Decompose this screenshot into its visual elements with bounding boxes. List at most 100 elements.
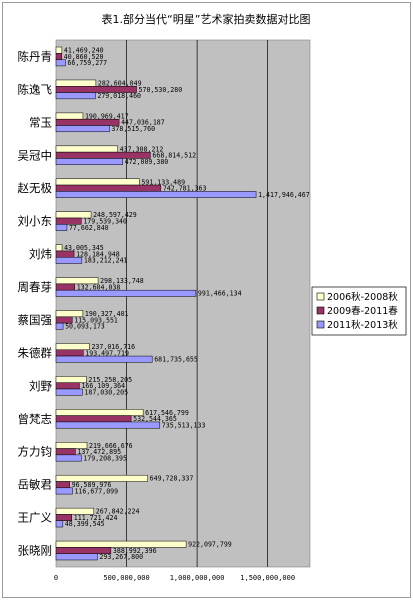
- bar: [55, 355, 153, 363]
- bar: [55, 125, 110, 133]
- data-label: 96,589,976: [72, 481, 112, 489]
- legend-box: [311, 286, 407, 336]
- bar: [55, 277, 99, 285]
- category-label: 刘野: [29, 379, 52, 393]
- x-tick-label: 1,500,000,000: [240, 574, 295, 582]
- bar: [55, 79, 97, 87]
- data-label: 187,030,205: [84, 388, 128, 396]
- category-label: 岳敏君: [18, 478, 53, 492]
- data-label: 248,597,429: [93, 211, 137, 219]
- data-label: 735,513,133: [162, 421, 206, 429]
- data-label: 41,469,240: [64, 47, 104, 55]
- bar: [55, 158, 123, 165]
- bar: [55, 145, 118, 153]
- bar: [55, 540, 187, 548]
- category-label: 刘炜: [29, 247, 52, 261]
- data-label: 472,009,380: [125, 158, 169, 166]
- data-label: 922,097,799: [188, 541, 232, 549]
- data-label: 570,530,280: [139, 86, 183, 94]
- data-label: 447,036,187: [121, 119, 165, 127]
- bar: [55, 388, 83, 396]
- data-label: 437,308,212: [120, 145, 164, 153]
- data-label: 267,842,224: [96, 508, 140, 516]
- bar: [55, 244, 63, 252]
- data-label: 649,728,337: [150, 475, 194, 483]
- data-label: 190,327,401: [85, 310, 129, 318]
- data-label: 532,544,365: [133, 415, 177, 423]
- bar: [55, 507, 95, 515]
- data-label: 215,258,205: [88, 376, 132, 384]
- category-label: 蔡国强: [18, 313, 53, 327]
- data-label: 179,208,395: [83, 454, 127, 462]
- data-label: 1,417,946,467: [258, 191, 310, 199]
- data-label: 137,472,895: [77, 448, 121, 456]
- legend-label: 2011秋-2013秋: [327, 319, 398, 331]
- data-label: 617,546,799: [145, 409, 189, 417]
- bar: [55, 481, 70, 489]
- x-tick-label: 500,000,000: [103, 574, 149, 582]
- bar: [55, 112, 84, 120]
- data-label: 591,133,489: [141, 178, 185, 186]
- data-label: 43,005,345: [64, 244, 104, 252]
- data-label: 48,399,545: [65, 520, 105, 528]
- bar: [55, 382, 80, 390]
- category-label: 周春芽: [18, 280, 53, 294]
- data-label: 282,604,049: [98, 79, 142, 87]
- data-label: 128,184,948: [76, 250, 120, 258]
- data-label: 219,666,676: [89, 442, 133, 450]
- data-label: 166,109,364: [81, 382, 125, 390]
- bar: [55, 487, 73, 495]
- bar: [55, 86, 137, 93]
- category-label: 张晓刚: [18, 544, 53, 558]
- bar: [55, 474, 148, 482]
- bar: [55, 421, 161, 429]
- bar: [55, 53, 63, 60]
- bar: [55, 349, 84, 357]
- x-axis-ticks: 0 500,000,000 1,000,000,000 1,500,000,000: [54, 574, 295, 582]
- category-label: 赵无极: [18, 181, 53, 195]
- data-label: 50,093,173: [65, 323, 105, 331]
- data-label: 298,133,748: [100, 277, 144, 285]
- data-label: 388,992,396: [113, 547, 157, 555]
- category-label: 吴冠中: [18, 148, 53, 162]
- bar: [55, 289, 197, 297]
- bar: [55, 409, 144, 416]
- category-label: 方力钧: [18, 445, 53, 459]
- bar: [55, 224, 68, 231]
- category-label: 朱德群: [18, 346, 53, 360]
- data-label: 293,267,800: [99, 553, 143, 561]
- data-label: 111,721,424: [74, 514, 118, 522]
- bar: [55, 184, 162, 192]
- bar: [55, 283, 75, 291]
- legend-swatch: [316, 306, 325, 315]
- legend-swatch: [316, 320, 325, 329]
- bar: [55, 191, 257, 198]
- data-label: 681,735,655: [154, 356, 198, 364]
- bar: [55, 250, 75, 258]
- data-label: 40,860,520: [64, 53, 104, 61]
- x-tick-label: 0: [54, 574, 58, 582]
- data-label: 237,016,716: [91, 343, 135, 351]
- category-labels: 陈丹青陈逸飞常玉吴冠中赵无极刘小东刘炜周春芽蔡国强朱德群刘野曾梵志方力钧岳敏君王…: [18, 49, 53, 557]
- category-label: 刘小东: [18, 214, 53, 228]
- legend: 2006秋-2008秋 2009春-2011春 2011秋-2013秋: [311, 286, 407, 336]
- category-label: 常玉: [29, 115, 52, 129]
- bar: [55, 46, 63, 54]
- data-label: 668,814,512: [152, 152, 196, 160]
- bar: [55, 553, 98, 561]
- category-label: 曾梵志: [18, 412, 53, 426]
- bar: [55, 118, 120, 126]
- legend-label: 2006秋-2008秋: [327, 291, 398, 303]
- category-label: 陈丹青: [18, 49, 53, 63]
- data-label: 116,677,099: [74, 487, 118, 495]
- bar: [55, 454, 82, 462]
- data-label: 742,781,363: [163, 185, 207, 193]
- data-label: 66,759,277: [67, 59, 107, 67]
- legend-label: 2009春-2011春: [327, 305, 398, 317]
- data-label: 183,212,241: [84, 257, 128, 265]
- bar: [55, 217, 82, 225]
- chart-title: 表1.部分当代“明星”艺术家拍卖数据对比图: [102, 12, 311, 26]
- bar: [55, 322, 64, 330]
- bar: [55, 448, 76, 456]
